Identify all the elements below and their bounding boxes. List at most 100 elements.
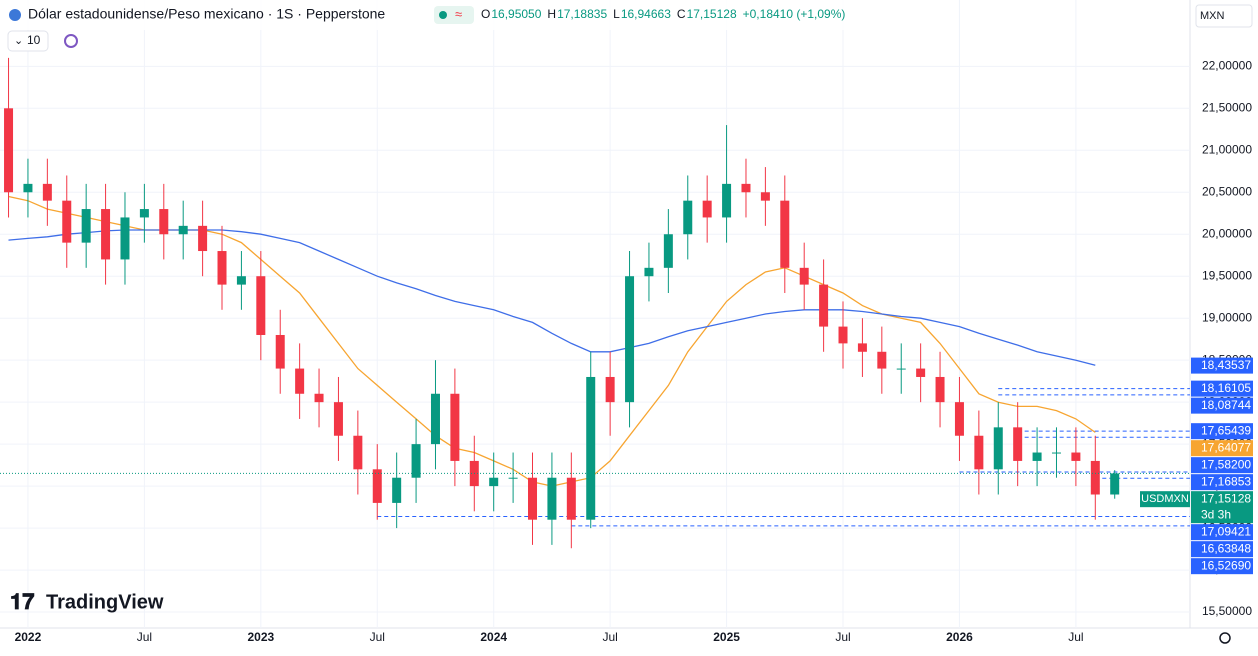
x-tick-label: Jul <box>370 630 385 644</box>
y-tick-label: 15,50000 <box>1202 604 1252 618</box>
price-badge-text: 17,15128 <box>1201 491 1251 505</box>
candle-body <box>139 209 149 218</box>
candle-body <box>1090 460 1100 495</box>
y-tick-label: 19,00000 <box>1202 310 1252 324</box>
countdown: 3d 3h <box>1201 507 1231 521</box>
candle-body <box>256 276 266 335</box>
price-badge-text: 18,08744 <box>1201 398 1251 412</box>
candle-body <box>838 326 848 344</box>
x-tick-label: 2024 <box>480 630 507 644</box>
candle-body <box>586 376 596 520</box>
candle-body <box>1032 452 1042 461</box>
candle-body <box>993 427 1003 470</box>
candle-body <box>799 267 809 285</box>
price-badge <box>1191 357 1253 374</box>
candle-body <box>819 284 829 327</box>
y-tick-label: 19,50000 <box>1202 268 1252 282</box>
price-badge <box>1191 474 1253 491</box>
candle-body <box>954 402 964 436</box>
ohlc-value: 17,18835 <box>557 7 607 21</box>
symbol-tag <box>1140 491 1190 508</box>
settings-icon[interactable] <box>1219 632 1231 644</box>
ohlc-key: O <box>481 7 490 21</box>
symbol-tag-text: USDMXN <box>1141 493 1189 505</box>
price-badge <box>1191 558 1253 575</box>
candle-body <box>683 200 693 235</box>
refresh-icon[interactable] <box>64 34 78 48</box>
candle-body <box>760 192 770 201</box>
brand: TradingView <box>46 591 164 613</box>
candle-body <box>275 334 285 369</box>
candle-body <box>741 183 751 193</box>
price-badge <box>1191 541 1253 558</box>
candle-body <box>411 444 421 478</box>
candle-body <box>722 183 732 218</box>
x-tick-label: 2022 <box>15 630 42 644</box>
x-tick-label: 2025 <box>713 630 740 644</box>
price-badge <box>1191 397 1253 414</box>
ohlc-value: 16,95050 <box>491 7 541 21</box>
candle-body <box>314 393 324 403</box>
candle-body <box>489 477 499 487</box>
candle-body <box>159 209 169 235</box>
y-tick-label: 21,50000 <box>1202 100 1252 114</box>
candle-body <box>42 183 52 201</box>
flag-icon <box>9 9 21 21</box>
price-badge <box>1191 440 1253 457</box>
price-badge-text: 17,64077 <box>1201 440 1251 454</box>
y-tick-label: 20,00000 <box>1202 226 1252 240</box>
candle-body <box>295 368 305 394</box>
price-badge-text: 17,09421 <box>1201 524 1251 538</box>
price-badge-text: 17,65439 <box>1201 423 1251 437</box>
candle-body <box>62 200 72 243</box>
interval-count: 10 <box>27 33 41 47</box>
price-badge-text: 17,58200 <box>1201 457 1251 471</box>
x-tick-label: Jul <box>835 630 850 644</box>
price-badge-text: 16,63848 <box>1201 541 1251 555</box>
candle-body <box>4 108 14 193</box>
candle-body <box>392 477 402 503</box>
candle-body <box>450 393 460 461</box>
ohlc-key: L <box>613 7 620 21</box>
price-badge-text: 18,16105 <box>1201 381 1251 395</box>
candle-body <box>857 343 867 352</box>
candle-body <box>101 209 111 260</box>
price-badge-text: 16,52690 <box>1201 558 1251 572</box>
status-pill <box>434 6 474 24</box>
ohlc-key: C <box>677 7 686 21</box>
candle-body <box>974 435 984 470</box>
candle-body <box>566 477 576 520</box>
candle-body <box>1110 473 1120 495</box>
x-tick-label: Jul <box>602 630 617 644</box>
currency-button[interactable] <box>1195 4 1253 28</box>
interval-button[interactable] <box>7 30 49 52</box>
price-badge-text: 18,43537 <box>1201 358 1251 372</box>
overlay: Dólar estadounidense/Peso mexicano · 1S … <box>7 4 1253 644</box>
candle-body <box>430 393 440 445</box>
candle-body <box>372 469 382 503</box>
candle-body <box>605 376 615 403</box>
candle-body <box>935 376 945 403</box>
candle-body <box>877 351 887 369</box>
price-badge <box>1191 491 1253 524</box>
y-tick-label: 20,50000 <box>1202 184 1252 198</box>
price-badge <box>1191 524 1253 541</box>
x-tick-label: Jul <box>1068 630 1083 644</box>
candle-body <box>217 251 227 285</box>
price-badge <box>1191 423 1253 440</box>
candle-body <box>333 402 343 436</box>
price-badge <box>1191 380 1253 397</box>
x-tick-label: 2026 <box>946 630 973 644</box>
candle-body <box>625 276 635 403</box>
candle-body <box>916 368 926 377</box>
x-tick-label: Jul <box>137 630 152 644</box>
candle-body <box>528 477 538 520</box>
y-tick-label: 21,00000 <box>1202 142 1252 156</box>
ohlc-value: 17,15128 <box>687 7 737 21</box>
candle-body <box>508 477 518 479</box>
change: +0,18410 (+1,09%) <box>743 7 846 21</box>
price-badge-text: 17,16853 <box>1201 474 1251 488</box>
candle-body <box>644 267 654 277</box>
candle-body <box>236 276 246 285</box>
delay-icon: ≈ <box>455 6 462 21</box>
